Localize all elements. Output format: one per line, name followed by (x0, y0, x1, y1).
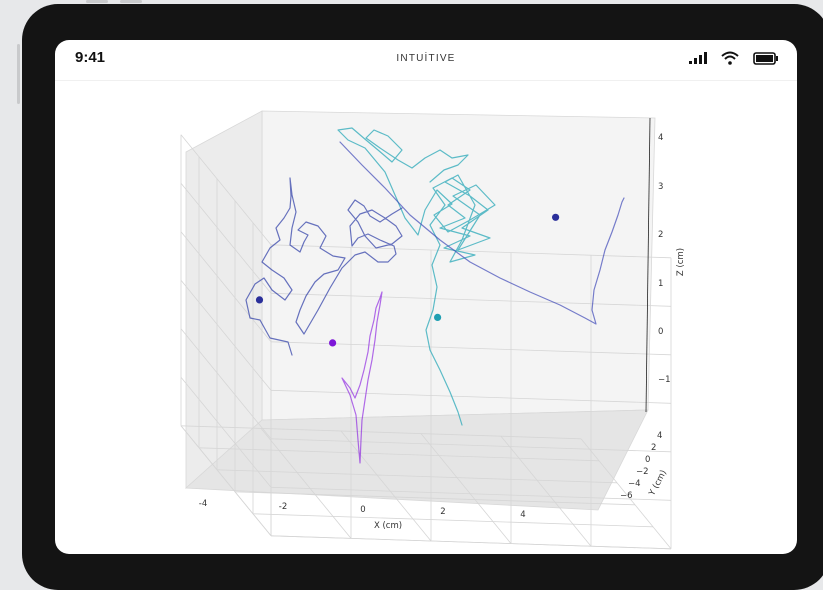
y-axis-label: Y (cm) (647, 469, 669, 499)
back-pane-gridline (270, 292, 672, 307)
x-tick-label: -2 (279, 502, 287, 512)
floor-gridline (340, 430, 432, 542)
back-pane-gridline (270, 438, 672, 453)
brand-title: INTUİTIVE (396, 53, 456, 64)
x-tick-label: 0 (360, 505, 365, 515)
floor-pane (185, 409, 649, 511)
battery-icon (753, 51, 778, 65)
y-tick-label: 0 (645, 455, 650, 465)
floor-gridline (180, 425, 582, 440)
floor-gridline (420, 433, 512, 544)
x-tick-label: 2 (440, 507, 445, 517)
y-tick-label: 4 (657, 431, 662, 441)
series-teal-trajectory (337, 127, 496, 426)
z-tick-label: 1 (658, 279, 663, 289)
series-navy-trajectory-left (245, 177, 403, 356)
floor-gridline (500, 435, 592, 547)
y-tick-label: 2 (651, 443, 656, 453)
left-pane-gridline (180, 134, 272, 246)
floor-gridline (252, 513, 654, 528)
left-pane-gridline (180, 231, 272, 343)
back-pane-gridline (270, 341, 672, 356)
back-pane-gridline (270, 389, 672, 404)
purple-endpoint-marker (329, 339, 337, 347)
back-pane-gridline (270, 486, 672, 501)
side-button (17, 44, 20, 104)
status-time: 9:41 (75, 49, 106, 66)
x-axis: -4 -2 0 2 4 X (cm) (199, 499, 526, 531)
x-axis-label: X (cm) (374, 521, 402, 531)
y-tick-label: −6 (620, 491, 633, 501)
status-icons (689, 51, 779, 65)
z-axis: −1 0 1 2 3 4 Z (cm) (645, 117, 686, 413)
back-pane-gridline (270, 244, 672, 259)
navy-left-endpoint-marker (255, 296, 264, 304)
navy-right-endpoint-marker (552, 213, 560, 221)
floor-gridline (216, 469, 618, 484)
floor-gridline (180, 425, 272, 537)
z-tick-label: 4 (658, 133, 663, 143)
floor-gridline (580, 438, 672, 550)
series-purple-trajectory (341, 291, 383, 464)
top-button-2 (120, 0, 142, 3)
signal-icon (689, 52, 707, 64)
y-tick-label: −2 (636, 467, 649, 477)
left-pane-gridline (180, 183, 272, 294)
teal-endpoint-marker (434, 313, 442, 321)
top-button-1 (86, 0, 108, 3)
z-axis-line (645, 117, 651, 413)
z-tick-label: 2 (658, 230, 663, 240)
floor-gridline (234, 491, 636, 506)
left-pane-gridline (180, 280, 272, 391)
z-tick-label: 0 (658, 327, 663, 337)
series-navy-trajectory-right (339, 141, 625, 325)
floor-gridline (260, 428, 352, 539)
x-tick-label: 4 (520, 510, 525, 520)
grid-lines (180, 134, 672, 550)
x-tick-label: -4 (199, 499, 207, 509)
series-trajectories (245, 127, 625, 464)
y-tick-label: −4 (628, 479, 641, 489)
wifi-icon (721, 51, 739, 65)
z-axis-label: Z (cm) (676, 248, 686, 276)
floor-gridline (270, 535, 672, 550)
left-pane-gridline (180, 377, 272, 488)
floor-gridline (198, 447, 600, 462)
z-tick-label: −1 (658, 375, 671, 385)
status-bar: 9:41 INTUİTIVE (55, 40, 797, 81)
z-tick-label: 3 (658, 182, 663, 192)
left-pane-gridline (180, 328, 272, 440)
